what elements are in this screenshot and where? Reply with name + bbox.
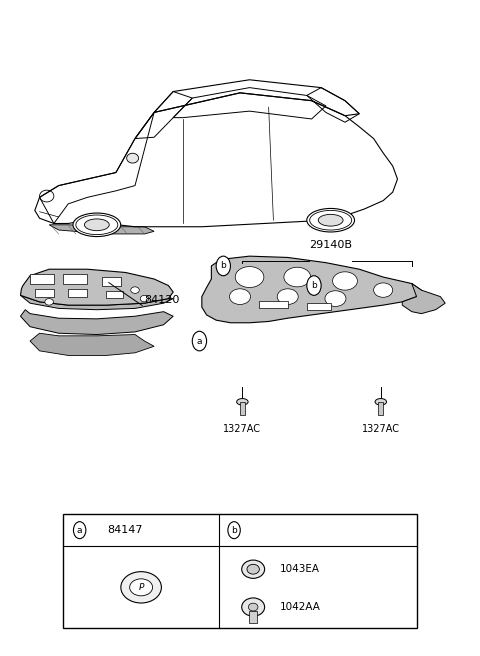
Ellipse shape — [140, 295, 149, 302]
Circle shape — [73, 522, 86, 539]
Ellipse shape — [121, 571, 161, 603]
Ellipse shape — [229, 289, 251, 304]
Polygon shape — [21, 310, 173, 335]
Text: P: P — [138, 583, 144, 592]
Bar — [249, 611, 257, 623]
Ellipse shape — [73, 213, 120, 237]
Bar — [259, 300, 288, 308]
Circle shape — [307, 276, 321, 295]
Ellipse shape — [235, 266, 264, 287]
Bar — [378, 402, 383, 415]
Text: a: a — [77, 525, 83, 535]
Text: 1042AA: 1042AA — [279, 602, 320, 612]
Text: 1327AC: 1327AC — [223, 424, 262, 434]
Polygon shape — [202, 256, 421, 323]
Ellipse shape — [333, 272, 358, 290]
Bar — [107, 291, 123, 298]
Bar — [240, 402, 245, 415]
Ellipse shape — [127, 154, 139, 163]
Ellipse shape — [375, 399, 386, 405]
Polygon shape — [402, 283, 445, 314]
Text: 1043EA: 1043EA — [279, 564, 319, 574]
Bar — [307, 302, 331, 310]
Circle shape — [192, 331, 206, 351]
Ellipse shape — [45, 298, 53, 305]
Bar — [63, 514, 417, 628]
Ellipse shape — [237, 399, 248, 405]
Text: b: b — [231, 525, 237, 535]
Ellipse shape — [373, 283, 393, 297]
Bar — [68, 289, 87, 297]
Text: 84147: 84147 — [108, 525, 143, 535]
Circle shape — [228, 522, 240, 539]
Ellipse shape — [247, 564, 259, 574]
Text: 84120: 84120 — [144, 295, 180, 305]
Polygon shape — [49, 225, 154, 234]
Ellipse shape — [131, 287, 139, 293]
Bar — [102, 277, 120, 285]
Ellipse shape — [242, 598, 264, 616]
Bar — [30, 274, 54, 283]
Ellipse shape — [284, 267, 311, 287]
Polygon shape — [21, 295, 173, 310]
Ellipse shape — [242, 560, 264, 579]
Bar — [63, 274, 87, 283]
Bar — [35, 289, 54, 297]
Ellipse shape — [318, 215, 343, 226]
Polygon shape — [21, 269, 173, 305]
Text: a: a — [197, 337, 202, 346]
Ellipse shape — [248, 603, 258, 611]
Ellipse shape — [130, 579, 153, 596]
Text: 1327AC: 1327AC — [362, 424, 400, 434]
Ellipse shape — [277, 289, 298, 304]
Circle shape — [216, 256, 230, 276]
Text: 29140B: 29140B — [309, 239, 352, 250]
Ellipse shape — [307, 209, 355, 232]
Ellipse shape — [84, 219, 109, 231]
Polygon shape — [30, 333, 154, 356]
Text: b: b — [220, 262, 226, 270]
Text: b: b — [311, 281, 317, 290]
Ellipse shape — [325, 291, 346, 306]
